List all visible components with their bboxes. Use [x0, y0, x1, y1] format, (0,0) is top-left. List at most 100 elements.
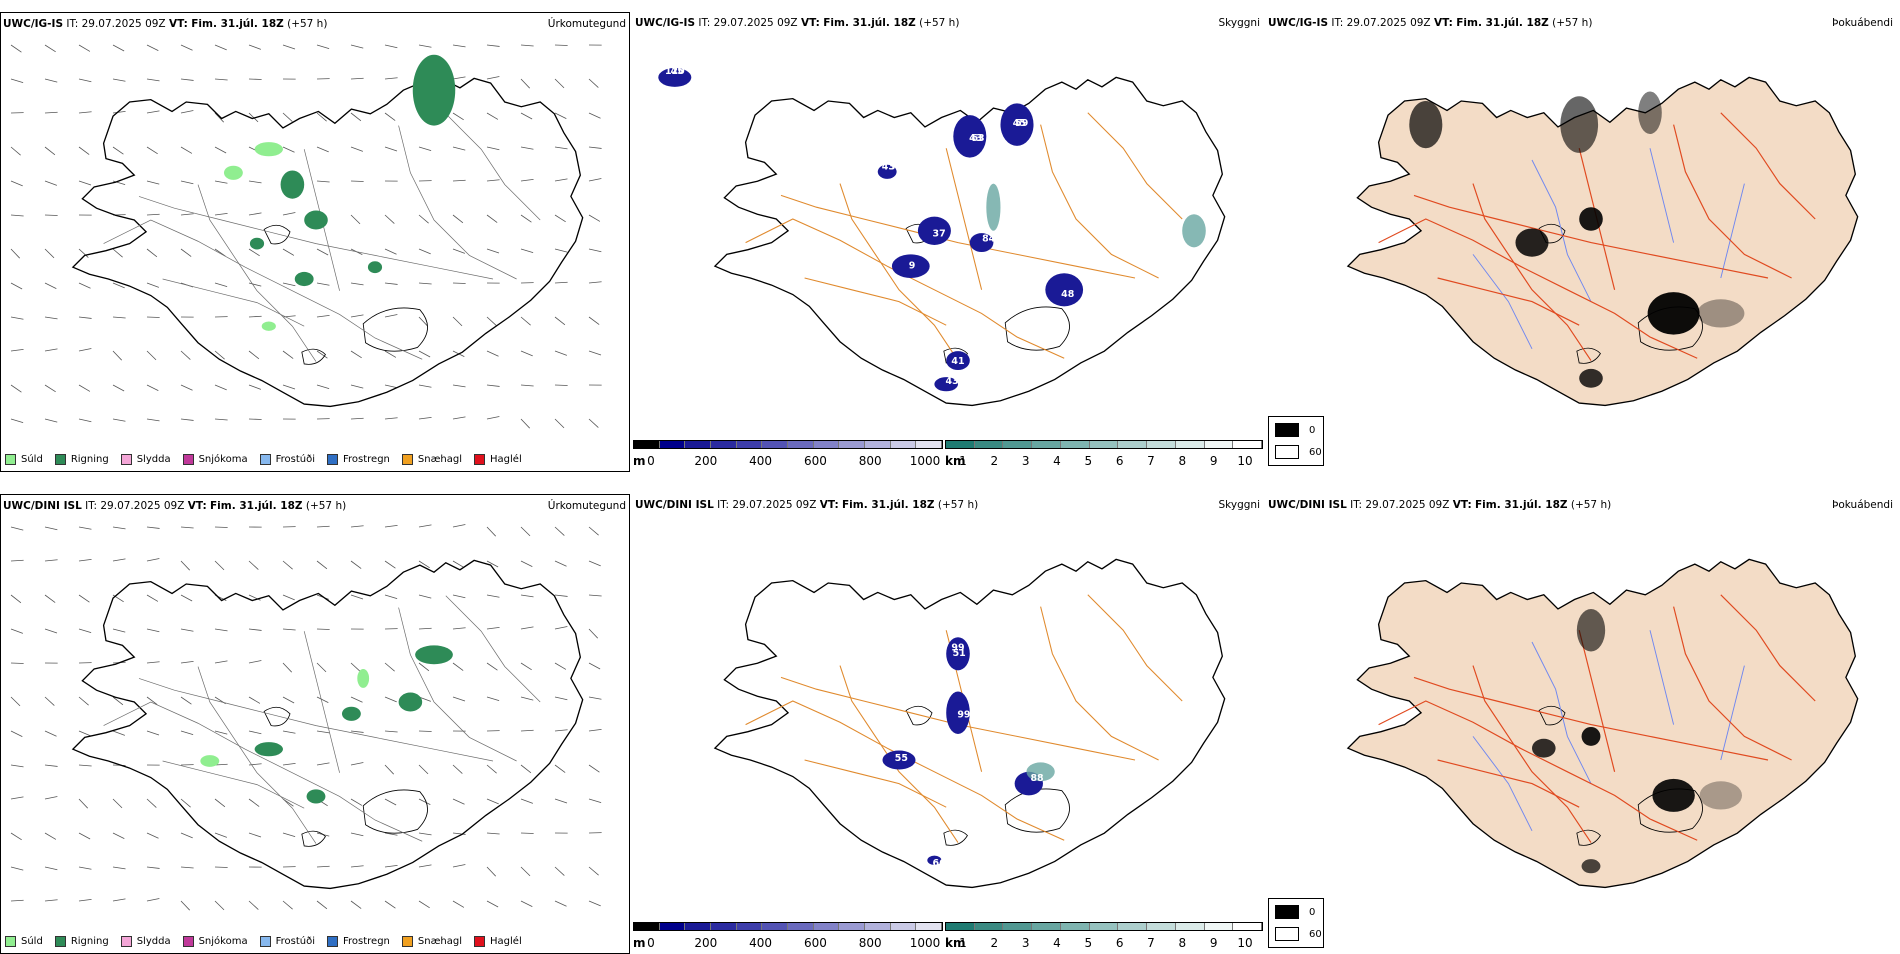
wind-barb: [384, 864, 398, 868]
panel-header: UWC/DINI ISL IT: 29.07.2025 09Z VT: Fim.…: [3, 500, 347, 512]
wind-barb: [418, 900, 430, 909]
wind-barb: [214, 316, 228, 318]
wind-barb: [112, 898, 126, 902]
legend-label: Haglél: [490, 936, 522, 947]
colorbar-cell: [1032, 923, 1061, 930]
wind-barb: [78, 696, 89, 706]
wind-barb: [452, 864, 466, 868]
wind-barb: [486, 798, 499, 805]
wind-barb: [588, 112, 601, 119]
wind-barb: [418, 248, 431, 255]
wind-barb: [282, 44, 296, 50]
colorbar-tick: 4: [1053, 454, 1061, 468]
wind-barb: [554, 764, 566, 773]
wind-barb: [316, 525, 330, 528]
panel-header: UWC/IG-IS IT: 29.07.2025 09Z VT: Fim. 31…: [1268, 17, 1593, 29]
wind-barb: [554, 214, 566, 223]
wind-barb: [350, 900, 362, 909]
low-ceiling-area: [927, 855, 942, 866]
colorbar-tick: 600: [803, 936, 827, 950]
ceiling-value-label: 66: [933, 858, 947, 869]
wind-barb: [282, 248, 295, 256]
colorbar-tick: 3: [1021, 454, 1030, 468]
colorbar-tick: 7: [1147, 454, 1155, 468]
wind-barb: [44, 146, 56, 156]
wind-barb: [282, 418, 296, 420]
legend-label: Rigning: [70, 454, 109, 465]
wind-barb: [350, 146, 363, 152]
wind-barb: [214, 900, 225, 911]
wind-barb: [486, 832, 500, 835]
colorbar-cell: [788, 441, 814, 448]
wind-barb: [248, 212, 262, 216]
precip-area: [254, 742, 283, 757]
colorbar-tick: 1000: [909, 454, 941, 468]
wind-barb: [554, 560, 567, 567]
wind-barb: [112, 418, 126, 422]
ceiling-colorbar: m 0 200 400 600 800 1000: [633, 440, 943, 468]
wind-barb: [418, 416, 432, 420]
wind-barb: [146, 898, 160, 902]
wind-barb: [350, 628, 364, 630]
wind-barb: [554, 662, 567, 670]
wind-barb: [214, 730, 228, 735]
wind-barb: [554, 526, 565, 536]
precip-type-map: [10, 44, 602, 429]
wind-barb: [248, 180, 262, 184]
wind-barb: [180, 866, 194, 869]
wind-barb: [520, 248, 534, 253]
legend-label: Súld: [21, 454, 43, 465]
wind-barb: [350, 525, 364, 528]
precip-area: [398, 692, 423, 712]
wind-barb: [180, 180, 194, 185]
wind-barb: [10, 526, 24, 531]
wind-barb: [248, 696, 261, 704]
fog-indicator-map: [1346, 76, 1859, 407]
wind-barb: [350, 696, 363, 703]
colorbar-tick: 5: [1084, 936, 1093, 950]
wind-barb: [520, 900, 533, 907]
wind-barb: [112, 44, 125, 52]
fog-area: [1699, 781, 1743, 810]
wind-barb: [10, 832, 22, 841]
legend-item: Slydda: [120, 454, 171, 465]
colorbar-cell: [865, 441, 891, 448]
wind-barb: [316, 730, 330, 734]
precip-type-legend: Súld Rigning Slydda Snjókoma Frostúði Frostre…: [5, 454, 522, 465]
wind-barb: [180, 350, 191, 360]
wind-barb: [452, 832, 466, 835]
wind-barb: [588, 214, 601, 222]
fog-legend: 0 60: [1268, 898, 1324, 948]
colorbar-cell: [736, 923, 763, 930]
wind-barb: [282, 594, 295, 601]
visibility-map: 99 99 55 88 66 51: [713, 558, 1226, 889]
wind-barb: [180, 146, 193, 154]
colorbar-tick: 7: [1147, 936, 1155, 950]
wind-barb: [384, 417, 398, 420]
low-ceiling-area: [946, 691, 970, 735]
wind-barb: [316, 248, 329, 256]
fog-legend-item: 60: [1275, 927, 1322, 941]
wind-barb: [486, 44, 500, 47]
wind-barb: [10, 78, 24, 83]
wind-barb: [486, 350, 499, 357]
precip-area: [200, 755, 220, 767]
wind-barb: [384, 282, 398, 285]
wind-barb: [316, 560, 328, 570]
colorbar-tick: 400: [749, 454, 773, 468]
low-ceiling-area: [946, 351, 970, 371]
wind-barb: [418, 730, 432, 732]
wind-barb: [282, 282, 296, 287]
wind-barb: [248, 660, 262, 664]
wind-barb: [554, 798, 568, 804]
legend-item: Snjókoma: [182, 454, 248, 465]
colorbar-cell: [1118, 441, 1148, 448]
precip-area: [415, 645, 453, 665]
wind-barb: [44, 180, 57, 186]
wind-barb: [214, 350, 225, 360]
wind-barb: [248, 384, 261, 390]
wind-barb: [282, 526, 296, 528]
low-visibility-area: [986, 183, 1001, 231]
wind-barb: [146, 180, 160, 185]
panel-title: Skyggni: [1218, 17, 1261, 29]
